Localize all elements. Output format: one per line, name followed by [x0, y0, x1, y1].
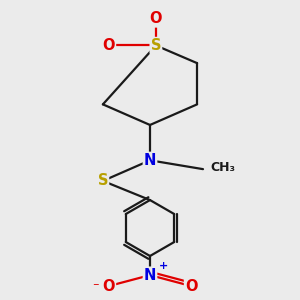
Text: N: N: [144, 153, 156, 168]
Text: O: O: [103, 278, 115, 293]
Text: O: O: [103, 38, 115, 53]
Text: ⁻: ⁻: [92, 281, 99, 294]
Text: CH₃: CH₃: [210, 161, 236, 174]
Text: +: +: [159, 261, 168, 271]
Text: O: O: [150, 11, 162, 26]
Text: S: S: [151, 38, 161, 53]
Text: O: O: [185, 278, 197, 293]
Text: S: S: [98, 173, 108, 188]
Text: N: N: [144, 268, 156, 283]
